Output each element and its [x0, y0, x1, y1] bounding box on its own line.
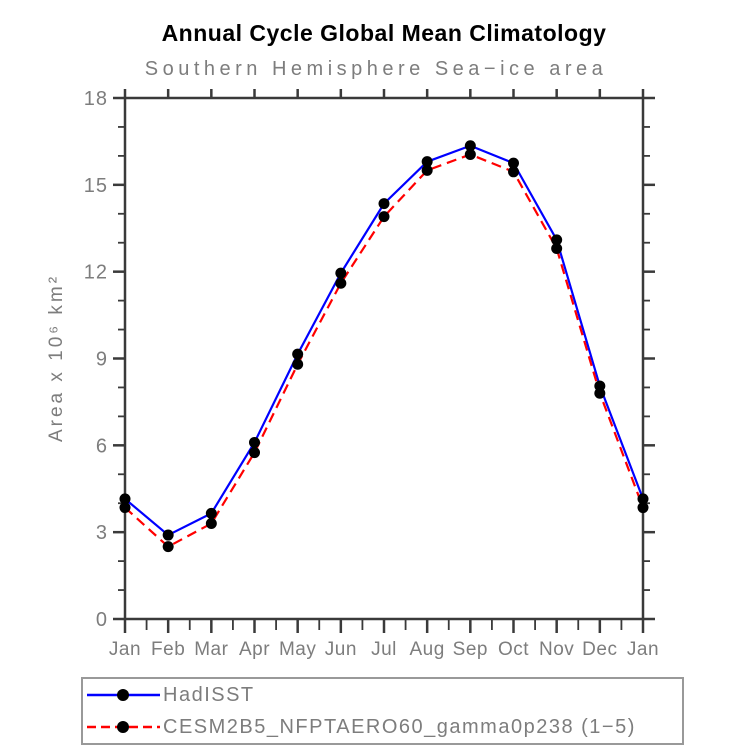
svg-text:12: 12	[84, 262, 108, 284]
plot-box	[123, 96, 645, 621]
svg-text:15: 15	[84, 175, 108, 197]
y-axis-title: Area x 10⁶ km²	[46, 274, 67, 442]
svg-text:Jan: Jan	[627, 639, 659, 660]
svg-text:18: 18	[84, 88, 108, 110]
series-markers-0	[119, 140, 649, 541]
x-axis	[123, 89, 645, 633]
svg-text:May: May	[279, 639, 316, 660]
svg-text:0: 0	[96, 609, 108, 631]
svg-text:Oct: Oct	[498, 639, 529, 660]
x-axis-tick-labels: Jan Feb Mar Apr May Jun Jul Aug Sep Oct Nov Dec Jan	[109, 639, 659, 660]
legend-box: HadISST CESM2B5_NFPTAERO60_gamma0p238 (1…	[81, 677, 684, 745]
svg-text:Aug: Aug	[410, 639, 445, 660]
svg-text:Nov: Nov	[539, 639, 574, 660]
legend-label-hadisst: HadISST	[163, 683, 255, 706]
series-markers-1	[119, 148, 649, 553]
svg-text:3: 3	[96, 522, 108, 544]
svg-text:Mar: Mar	[194, 639, 228, 660]
legend-swatch-solid-line	[87, 689, 160, 701]
svg-text:Apr: Apr	[239, 639, 270, 660]
svg-text:Jun: Jun	[325, 639, 357, 660]
chart-title: Annual Cycle Global Mean Climatology	[161, 20, 607, 46]
svg-text:Dec: Dec	[582, 639, 617, 660]
svg-text:Feb: Feb	[151, 639, 185, 660]
legend-swatch-dashed-line	[87, 721, 160, 733]
svg-text:Sep: Sep	[453, 639, 488, 660]
chart-subtitle: Southern Hemisphere Sea−ice area	[144, 58, 608, 80]
svg-text:9: 9	[96, 349, 108, 371]
y-axis	[113, 96, 655, 621]
legend-label-cesm: CESM2B5_NFPTAERO60_gamma0p238 (1−5)	[163, 715, 636, 738]
legend-item-hadisst: HadISST	[83, 680, 682, 710]
svg-text:Jan: Jan	[109, 639, 141, 660]
legend-marker-dot	[117, 721, 129, 733]
y-axis-tick-labels: 0 3 6 9 12 15 18	[84, 88, 108, 631]
legend-marker-dot	[117, 689, 129, 701]
svg-text:Jul: Jul	[371, 639, 397, 660]
svg-text:6: 6	[96, 435, 108, 457]
legend-item-cesm: CESM2B5_NFPTAERO60_gamma0p238 (1−5)	[83, 712, 682, 742]
